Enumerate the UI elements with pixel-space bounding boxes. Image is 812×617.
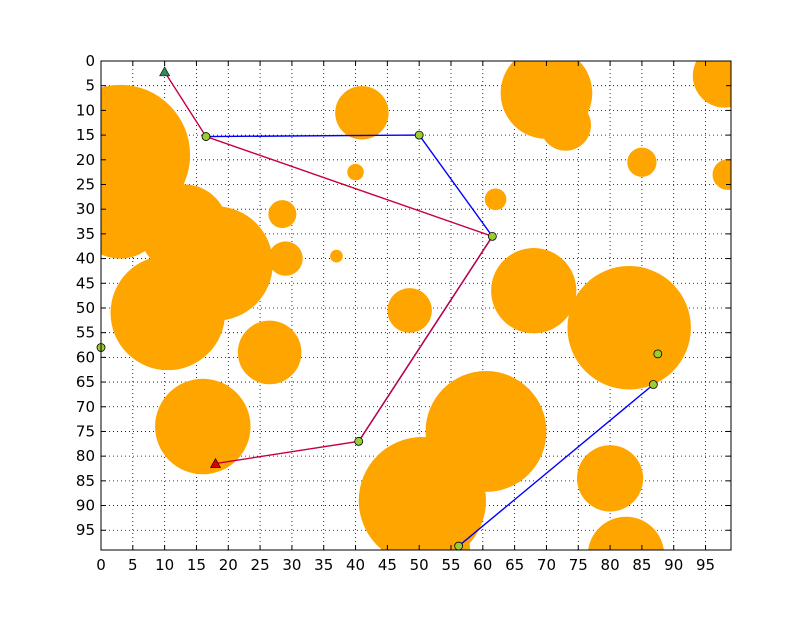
obstacle-circle [387,288,432,333]
obstacle-circle [491,248,577,334]
x-tick-label: 60 [473,556,492,574]
waypoint-node [414,130,424,140]
x-tick-label: 80 [601,556,620,574]
obstacle-circle [692,61,731,108]
obstacle-circle [268,200,297,229]
obstacle-layer [101,61,731,550]
obstacle-circle [627,147,657,177]
y-axis-ticks: 0 5 10 15 20 25 30 35 40 45 50 55 60 65 70 75 80 85 90 95 [76,52,731,539]
obstacle-circle [484,188,507,211]
y-tick-label: 85 [76,472,95,490]
y-tick-label: 30 [76,200,95,218]
obstacle-circle [712,159,731,190]
y-tick-label: 5 [85,77,95,95]
obstacle-circle [540,99,592,151]
waypoint-node [648,380,658,389]
obstacle-circle [335,86,389,140]
waypoint-node [354,436,364,446]
x-tick-label: 90 [664,556,683,574]
goal-marker [210,457,222,468]
obstacle-circle [347,163,364,181]
y-tick-label: 70 [76,398,95,416]
obstacle-circle [381,505,471,550]
y-tick-label: 45 [76,274,95,292]
x-tick-label: 45 [378,556,397,574]
y-tick-label: 15 [76,126,95,144]
obstacle-circle [588,516,664,550]
x-tick-label: 15 [187,556,206,574]
y-tick-label: 95 [76,521,95,539]
x-tick-label: 10 [155,556,174,574]
x-tick-label: 30 [282,556,301,574]
obstacle-circle [567,266,691,390]
y-tick-label: 60 [76,348,95,366]
waypoint-node [487,231,497,241]
x-tick-label: 35 [314,556,333,574]
x-tick-label: 95 [696,556,715,574]
x-tick-label: 70 [537,556,556,574]
obstacle-circle [155,378,251,475]
x-tick-label: 40 [346,556,365,574]
obstacle-circle [425,371,547,492]
start-marker [159,66,171,77]
y-tick-label: 90 [76,497,95,515]
y-tick-label: 25 [76,175,95,193]
obstacle-circle [237,320,302,385]
x-tick-label: 20 [219,556,238,574]
x-tick-label: 0 [96,556,106,574]
x-tick-label: 55 [441,556,460,574]
obstacle-circle [110,255,226,371]
x-tick-label: 75 [569,556,588,574]
y-tick-label: 20 [76,151,95,169]
x-tick-label: 50 [410,556,429,574]
waypoint-node [454,541,464,551]
y-tick-label: 75 [76,422,95,440]
x-tick-label: 65 [505,556,524,574]
y-tick-label: 55 [76,324,95,342]
y-tick-label: 40 [76,250,95,268]
y-tick-label: 80 [76,447,95,465]
y-tick-label: 35 [76,225,95,243]
y-tick-label: 0 [85,52,95,70]
y-tick-label: 50 [76,299,95,317]
obstacle-circle [330,249,343,263]
plot-frame [100,60,732,551]
waypoint-node [201,132,211,141]
x-axis-ticks: 0 5 10 15 20 25 30 35 40 45 50 55 60 65 70 75 80 85 90 95 [96,61,715,574]
x-tick-label: 85 [632,556,651,574]
x-tick-label: 5 [128,556,138,574]
x-tick-label: 25 [251,556,270,574]
obstacle-circle [577,445,644,512]
y-tick-label: 10 [76,101,95,119]
y-tick-label: 65 [76,373,95,391]
waypoint-node [653,349,663,359]
path-line [458,383,654,547]
obstacle-circle [268,241,303,276]
